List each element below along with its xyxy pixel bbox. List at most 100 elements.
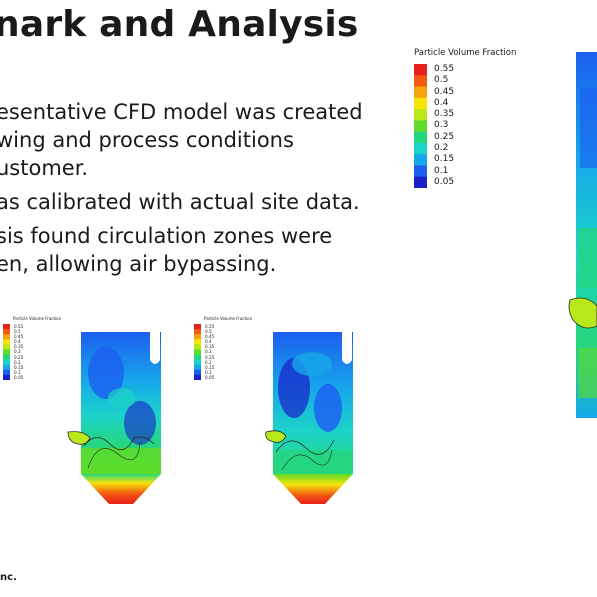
legend-tick: 0.05: [205, 374, 215, 380]
legend-color-swatches: [3, 324, 10, 381]
blue-zone: [88, 347, 124, 399]
legend-tick: 0.2: [205, 359, 212, 365]
legend-small-2: Particle Volume Fraction 0.55 0.5 0.45 0…: [193, 316, 263, 386]
legend-swatch: [194, 344, 201, 350]
legend-swatch: [414, 86, 427, 99]
cyan-zone: [108, 388, 136, 408]
legend-tick: 0.4: [14, 339, 21, 345]
legend-tick: 0.3: [205, 349, 212, 355]
legend-tick: 0.1: [205, 369, 212, 375]
legend-tick: 0.55: [205, 324, 215, 329]
legend-tick: 0.25: [434, 131, 455, 142]
legend-tick: 0.4: [205, 339, 212, 345]
legend-swatch: [194, 369, 201, 376]
legend-color-bar: [194, 324, 201, 381]
legend-swatch: [3, 364, 10, 371]
legend-color-bar: [3, 324, 10, 381]
legend-swatch: [414, 176, 427, 189]
legend-color-swatches: [194, 324, 201, 381]
cfd-contour-plot-2: [265, 332, 353, 504]
legend-tick: 0.35: [434, 109, 455, 120]
legend-swatch: [3, 324, 10, 330]
legend-swatch: [414, 142, 427, 155]
legend-swatch: [414, 120, 427, 133]
legend-swatch: [414, 75, 427, 88]
legend-color-bar: [414, 64, 427, 189]
legend-tick: 0.15: [434, 154, 455, 165]
blue-zone: [314, 384, 342, 432]
legend-tick: 0.5: [434, 75, 449, 86]
legend-swatch: [414, 154, 427, 166]
blue-zone: [580, 88, 597, 168]
air-inlet: [67, 431, 91, 445]
legend-tick: 0.3: [434, 120, 449, 131]
legend-color-swatches: [414, 64, 427, 189]
legend-swatch: [194, 359, 201, 366]
legend-title: Particle Volume Fraction: [414, 48, 517, 58]
slide-title: nark and Analysis: [0, 4, 359, 45]
legend-tick: 0.25: [14, 354, 24, 360]
legend-swatch: [194, 354, 201, 361]
green-zone: [578, 228, 597, 288]
legend-tick: 0.55: [434, 64, 455, 74]
legend-tick: 0.45: [14, 334, 24, 340]
legend-swatch: [3, 344, 10, 350]
legend-swatch: [194, 324, 201, 330]
legend-tick: 0.25: [205, 354, 215, 360]
bullet-1-line-2: wing and process conditions: [0, 128, 294, 152]
white-top-feature: [150, 332, 160, 364]
legend-swatch: [414, 131, 427, 144]
legend-tick: 0.45: [434, 86, 455, 97]
bullet-1: esentative CFD model was created wing an…: [0, 98, 376, 182]
legend-title: Particle Volume Fraction: [13, 316, 62, 321]
legend-tick: 0.35: [14, 344, 24, 350]
legend-tick: 0.3: [14, 349, 21, 355]
legend-swatch: [194, 329, 201, 335]
bullet-3-line-1: sis found circulation zones were: [0, 224, 333, 248]
legend-swatch: [194, 349, 201, 356]
legend-tick-labels: 0.55 0.5 0.45 0.4 0.35 0.3 0.25 0.2 0.15…: [434, 64, 454, 188]
bullet-1-line-1: esentative CFD model was created: [0, 100, 363, 124]
legend-swatch: [3, 354, 10, 361]
legend-tick: 0.15: [205, 364, 215, 370]
bullet-2-line-1: as calibrated with actual site data.: [0, 190, 360, 214]
air-inlet: [265, 430, 287, 443]
streamline: [275, 439, 335, 455]
green-band: [273, 450, 353, 474]
legend-swatch: [414, 109, 427, 121]
vessel-hopper: [273, 474, 353, 504]
legend-tick-labels: 0.55 0.5 0.45 0.4 0.35 0.3 0.25 0.2 0.15…: [14, 324, 23, 380]
legend-swatch: [414, 97, 427, 110]
legend-swatch: [194, 364, 201, 371]
legend-tick: 0.05: [14, 374, 24, 380]
legend-tick-labels: 0.55 0.5 0.45 0.4 0.35 0.3 0.25 0.2 0.15…: [205, 324, 214, 380]
cfd-contour-plot-large: [568, 52, 597, 418]
white-top-feature: [342, 332, 352, 364]
legend-tick: 0.35: [205, 344, 215, 350]
legend-large: Particle Volume Fraction 0.55 0.5 0.45 0…: [414, 48, 554, 198]
legend-swatch: [3, 369, 10, 376]
vessel-hopper: [81, 474, 161, 504]
legend-swatch: [414, 165, 427, 178]
bullet-1-line-3: ustomer.: [0, 156, 89, 180]
bullet-3-line-2: en, allowing air bypassing.: [0, 252, 277, 276]
streamline: [281, 449, 333, 471]
legend-tick: 0.45: [205, 334, 215, 340]
legend-small-1: Particle Volume Fraction 0.55 0.5 0.45 0…: [2, 316, 72, 386]
legend-tick: 0.15: [14, 364, 24, 370]
legend-swatch: [194, 374, 201, 381]
legend-swatch: [3, 334, 10, 340]
legend-title: Particle Volume Fraction: [204, 316, 253, 321]
streamline: [87, 441, 141, 469]
bullet-3: sis found circulation zones were en, all…: [0, 222, 376, 278]
bullet-2: as calibrated with actual site data.: [0, 188, 376, 216]
legend-tick: 0.2: [14, 359, 21, 365]
legend-tick: 0.1: [14, 369, 21, 375]
blue-zone: [124, 401, 156, 445]
legend-swatch: [3, 339, 10, 345]
streamline: [83, 436, 155, 451]
legend-tick: 0.55: [14, 324, 24, 329]
legend-swatch: [194, 334, 201, 340]
bullet-list: esentative CFD model was created wing an…: [0, 98, 376, 284]
air-inlet: [568, 297, 597, 329]
